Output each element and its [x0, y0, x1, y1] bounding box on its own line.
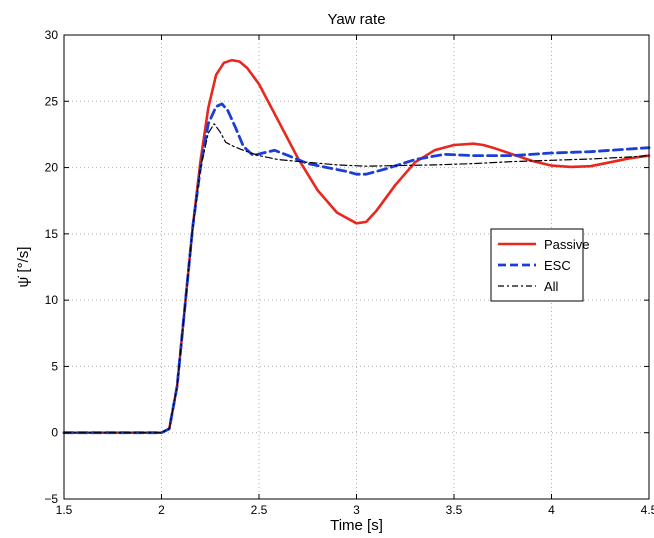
y-axis-label: ψ̇ [°/s] — [15, 247, 32, 288]
x-tick-label: 4 — [548, 503, 555, 517]
x-tick-label: 2 — [158, 503, 165, 517]
x-tick-label: 4.5 — [641, 503, 654, 517]
legend-label-passive: Passive — [544, 237, 590, 252]
y-tick-label: 15 — [45, 227, 59, 241]
y-tick-label: 5 — [51, 359, 58, 373]
chart-title: Yaw rate — [327, 11, 385, 28]
series-line-all — [63, 123, 650, 434]
x-tick-label: 1.5 — [56, 503, 73, 517]
y-tick-label: 25 — [45, 94, 59, 108]
x-tick-label: 3 — [353, 503, 360, 517]
x-tick-label: 3.5 — [446, 503, 463, 517]
y-tick-label: 30 — [45, 28, 59, 42]
legend-label-esc: ESC — [544, 258, 571, 273]
x-tick-label: 2.5 — [251, 503, 268, 517]
series-line-esc — [62, 102, 651, 435]
legend-label-all: All — [544, 279, 559, 294]
chart-legend: Passive ESC All — [490, 228, 590, 302]
tick-layer: 1.5 2 2.5 3 3.5 4 4.5 −5 0 5 10 15 20 25 30 — [44, 28, 654, 517]
y-tick-label: 20 — [45, 161, 59, 175]
y-tick-label: −5 — [44, 492, 58, 506]
legend-box — [490, 228, 584, 302]
x-axis-label: Time [s] — [330, 517, 383, 534]
y-tick-label: 0 — [51, 426, 58, 440]
y-tick-label: 10 — [45, 293, 59, 307]
series-layer — [62, 58, 651, 435]
